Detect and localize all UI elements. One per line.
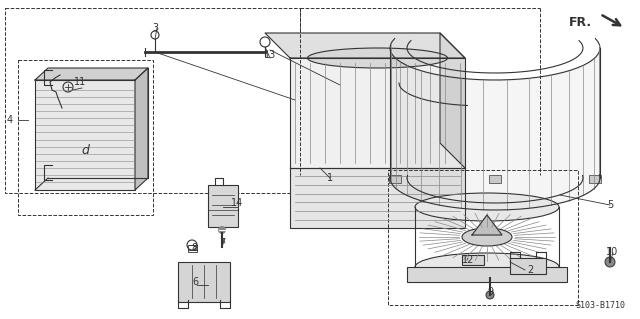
Ellipse shape — [415, 253, 559, 281]
Ellipse shape — [462, 228, 512, 246]
Polygon shape — [135, 68, 148, 190]
Text: 4: 4 — [7, 115, 13, 125]
Text: 6: 6 — [192, 277, 198, 287]
Bar — [5, 8, 300, 193]
FancyBboxPatch shape — [208, 185, 238, 227]
Text: 12: 12 — [462, 255, 474, 265]
Text: 14: 14 — [231, 198, 243, 208]
Circle shape — [486, 291, 494, 299]
FancyBboxPatch shape — [389, 175, 401, 183]
Text: 13: 13 — [264, 50, 276, 60]
Polygon shape — [265, 33, 465, 58]
Polygon shape — [440, 33, 465, 168]
Text: 9: 9 — [487, 287, 493, 297]
FancyBboxPatch shape — [489, 175, 501, 183]
Polygon shape — [290, 58, 465, 168]
Circle shape — [218, 226, 226, 234]
Bar — [18, 60, 153, 215]
Text: 3: 3 — [152, 23, 158, 33]
Ellipse shape — [307, 48, 447, 68]
Ellipse shape — [415, 193, 559, 221]
Polygon shape — [35, 68, 148, 80]
Text: 1: 1 — [327, 173, 333, 183]
Polygon shape — [290, 168, 465, 228]
Text: S103-B1710: S103-B1710 — [575, 300, 625, 309]
Circle shape — [605, 257, 615, 267]
Text: FR.: FR. — [569, 16, 592, 28]
Text: 11: 11 — [74, 77, 86, 87]
Text: 8: 8 — [191, 243, 197, 253]
FancyBboxPatch shape — [35, 80, 135, 190]
FancyBboxPatch shape — [407, 267, 567, 282]
Bar — [388, 170, 578, 305]
Text: 7: 7 — [219, 238, 225, 248]
Polygon shape — [472, 215, 502, 235]
FancyBboxPatch shape — [510, 258, 546, 274]
FancyBboxPatch shape — [589, 175, 601, 183]
Text: 2: 2 — [527, 265, 533, 275]
FancyBboxPatch shape — [178, 262, 230, 302]
Text: 10: 10 — [606, 247, 618, 257]
FancyBboxPatch shape — [462, 255, 484, 265]
Text: d: d — [81, 144, 89, 157]
Text: 5: 5 — [607, 200, 613, 210]
